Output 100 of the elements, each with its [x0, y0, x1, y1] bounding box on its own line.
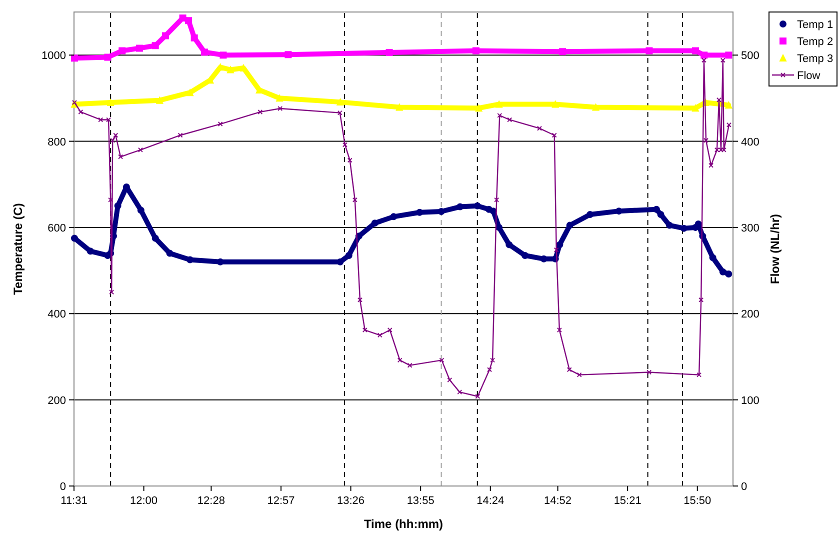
point [447, 377, 452, 382]
x-tick-label: 13:26 [337, 495, 365, 507]
point [397, 358, 402, 363]
point [475, 104, 482, 112]
point [108, 197, 114, 202]
point [497, 112, 502, 118]
point [698, 297, 704, 302]
y2-tick-label: 0 [741, 481, 748, 493]
legend-label: Temp 1 [797, 19, 834, 31]
point [701, 58, 706, 63]
point [490, 358, 496, 363]
point [554, 247, 559, 252]
point [107, 98, 114, 106]
point [540, 255, 548, 262]
point [186, 256, 194, 264]
legend-label: Temp 2 [797, 36, 834, 48]
point [709, 254, 716, 262]
point [336, 258, 344, 266]
point [357, 297, 362, 302]
legend-label: Temp 3 [797, 53, 834, 65]
point [258, 109, 263, 114]
point [342, 142, 348, 148]
point [507, 117, 512, 122]
x-tick-label: 15:50 [684, 495, 712, 507]
point [407, 362, 412, 368]
point [456, 203, 464, 210]
point [86, 248, 94, 255]
point [566, 367, 572, 372]
point [559, 48, 566, 56]
point [178, 132, 183, 138]
point [226, 66, 234, 74]
point [716, 97, 722, 102]
point [78, 109, 84, 114]
point [138, 147, 143, 152]
point [114, 202, 122, 210]
point [371, 220, 378, 227]
point [200, 48, 208, 56]
point [646, 47, 653, 54]
point [457, 390, 462, 395]
point [487, 367, 492, 372]
point [720, 58, 726, 63]
point [118, 154, 124, 160]
point [156, 96, 164, 104]
point [494, 197, 500, 202]
point [104, 54, 112, 61]
point [474, 202, 481, 210]
x-tick-label: 14:52 [544, 495, 572, 507]
point [646, 370, 652, 375]
point [556, 328, 562, 333]
point [136, 44, 143, 52]
y-tick-label: 800 [48, 136, 66, 148]
point [496, 100, 503, 108]
point [162, 32, 169, 40]
y2-tick-label: 300 [741, 222, 760, 234]
x-tick-label: 12:57 [267, 495, 295, 507]
point [438, 208, 445, 216]
point [106, 117, 112, 122]
y2-tick-label: 400 [741, 136, 760, 148]
point [377, 332, 382, 338]
point [536, 126, 542, 131]
point [472, 47, 480, 54]
point [718, 147, 724, 152]
point [592, 104, 600, 111]
y2-tick-label: 500 [741, 50, 760, 62]
point [390, 213, 398, 220]
y-tick-label: 600 [48, 222, 66, 234]
point [347, 158, 352, 163]
point [109, 290, 114, 295]
point [396, 104, 403, 111]
point [70, 234, 78, 242]
point [352, 197, 358, 202]
point [387, 328, 392, 333]
point [218, 122, 223, 127]
point [566, 222, 574, 229]
point [216, 258, 224, 266]
y-tick-label: 1000 [42, 50, 66, 62]
point [337, 110, 342, 116]
point [496, 224, 503, 231]
point [475, 394, 480, 399]
point [345, 252, 352, 259]
point [284, 51, 292, 58]
x-tick-label: 12:00 [130, 495, 158, 507]
point [552, 100, 559, 108]
legend-label: Flow [797, 70, 820, 82]
y-tick-label: 200 [48, 394, 66, 407]
point [506, 241, 513, 248]
point [700, 52, 708, 59]
point [118, 47, 126, 54]
point [556, 241, 564, 248]
point [708, 162, 714, 168]
point [152, 234, 159, 242]
x-axis-title: Time (hh:mm) [364, 517, 444, 531]
point [278, 106, 283, 112]
point [586, 211, 594, 218]
point [692, 47, 699, 54]
point [110, 138, 116, 143]
point [166, 250, 174, 257]
y2-axis-title: Flow (NL/hr) [768, 214, 782, 284]
point [714, 147, 720, 152]
point [98, 117, 104, 122]
